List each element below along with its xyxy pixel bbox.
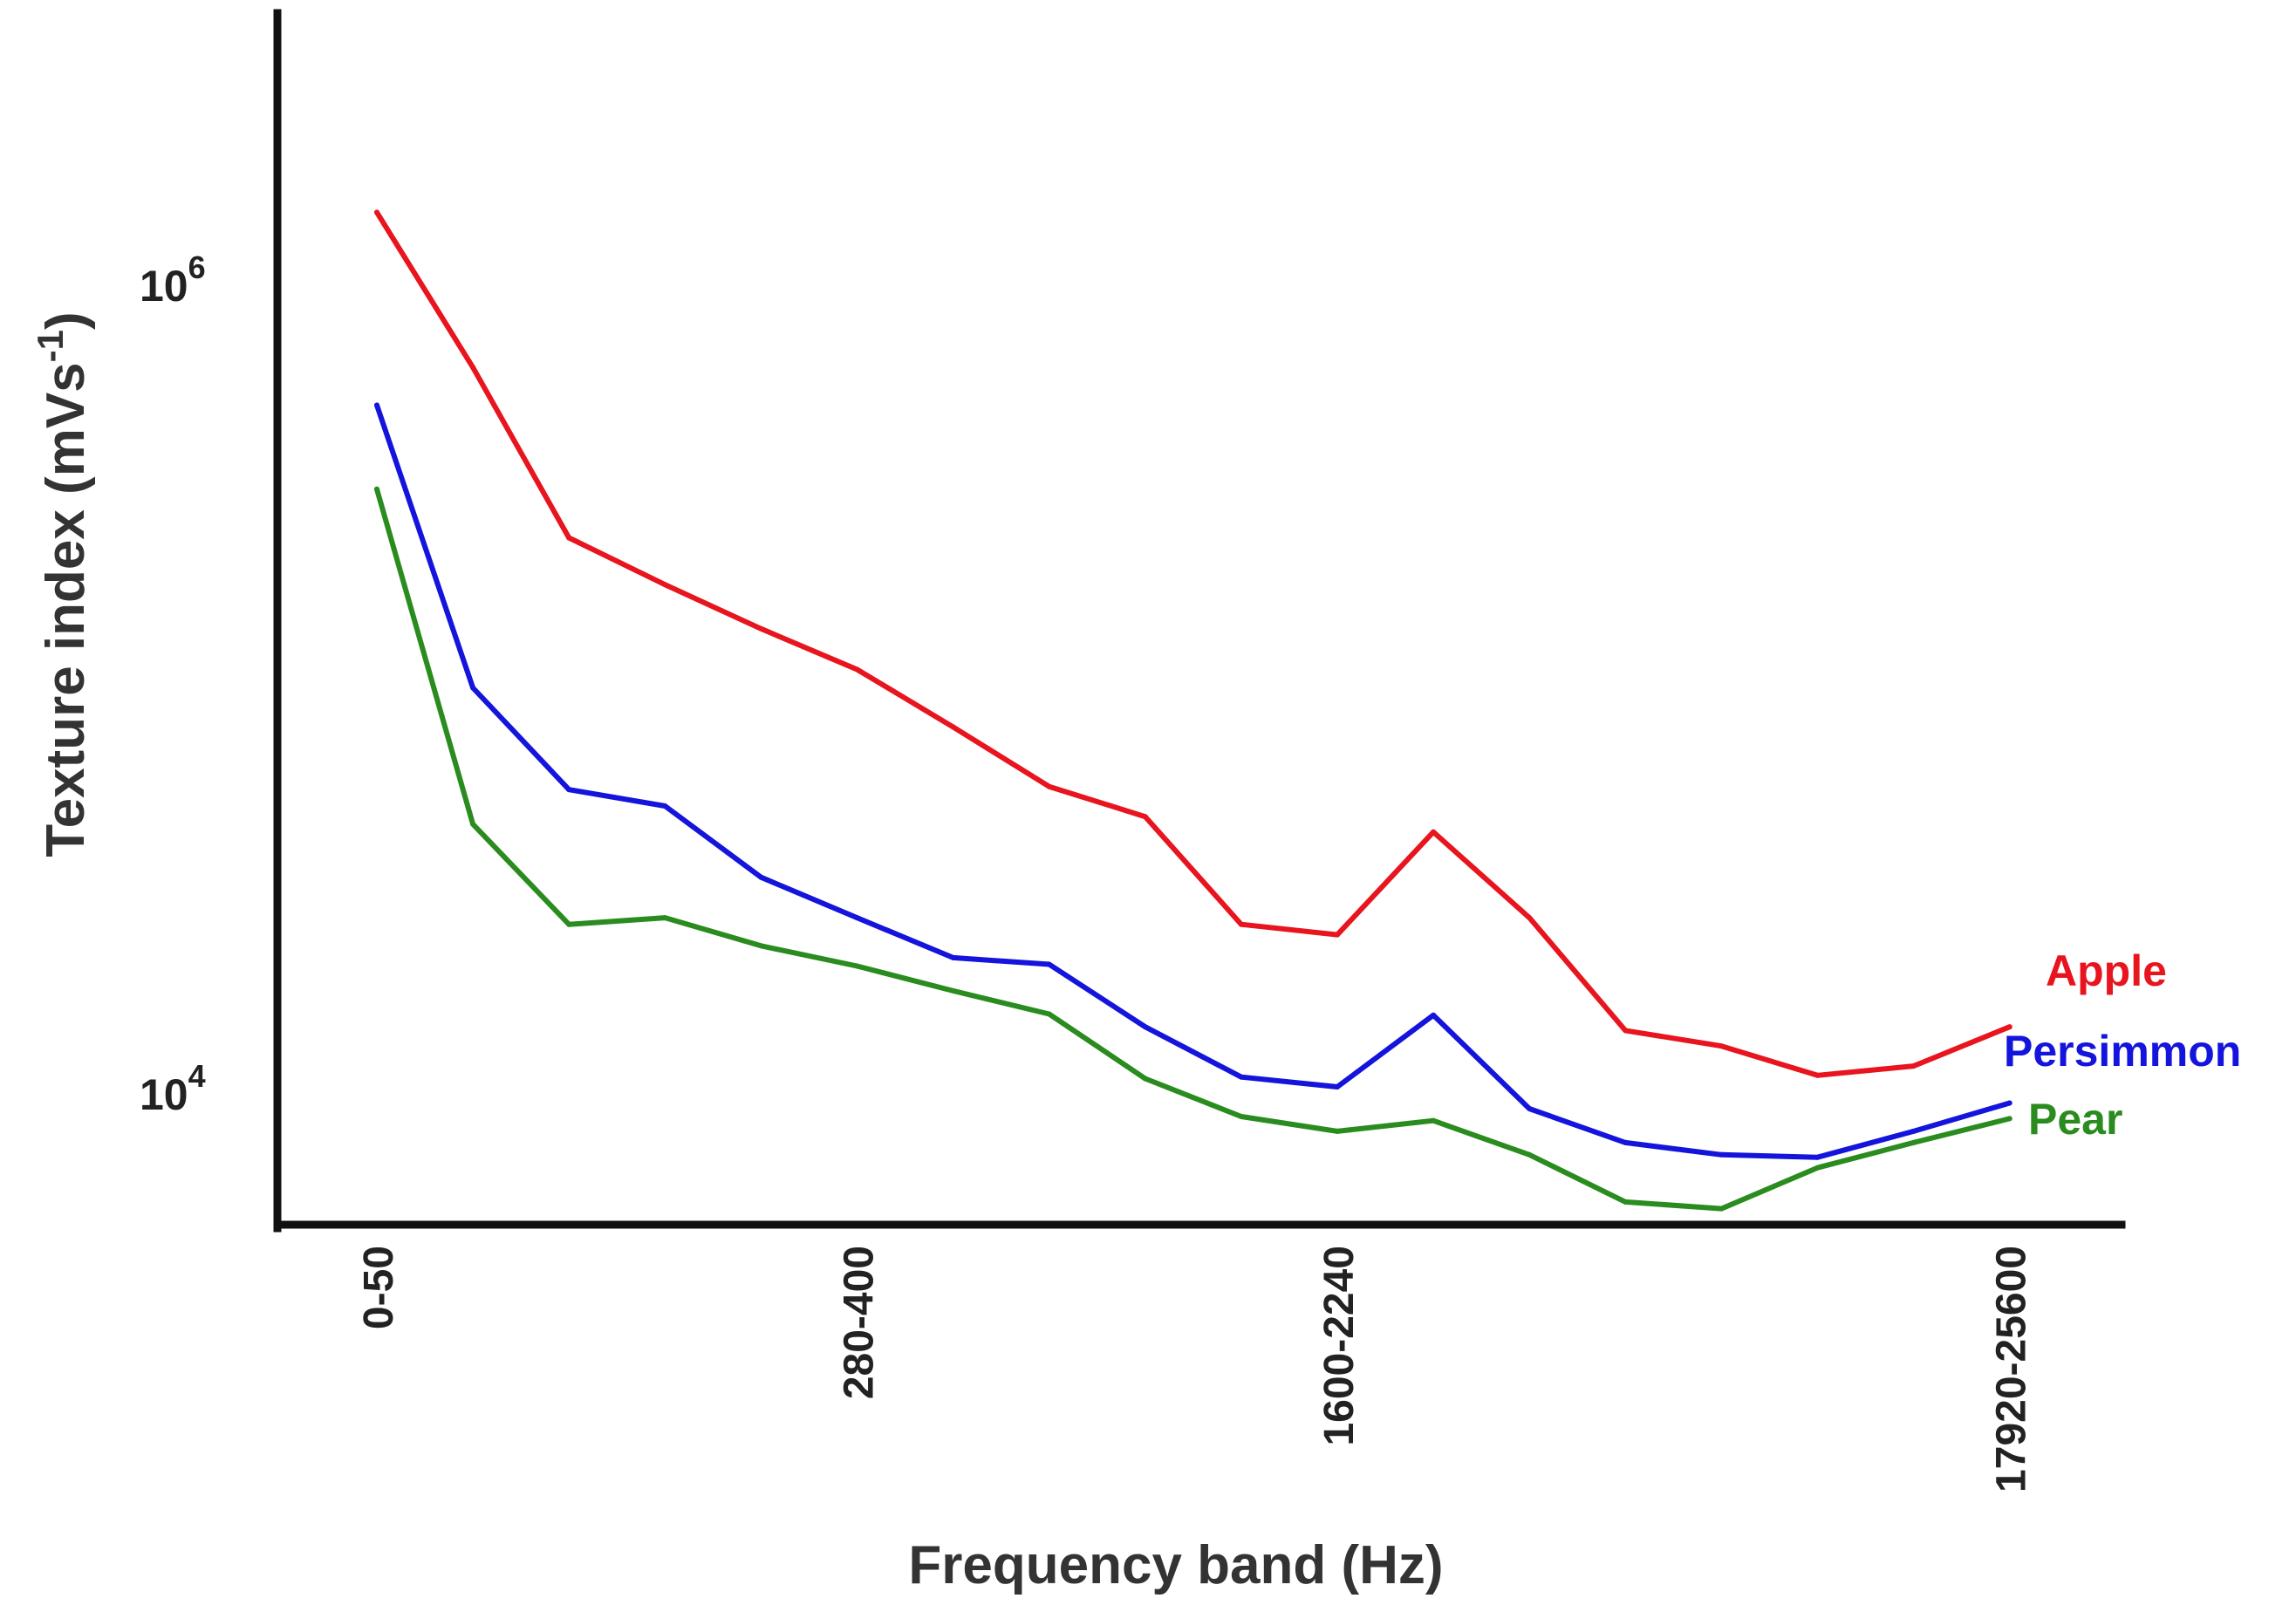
- data-point-apple: [1910, 1063, 1917, 1069]
- data-point-pear: [470, 821, 476, 827]
- data-point-apple: [950, 724, 956, 730]
- data-point-apple: [374, 209, 379, 215]
- x-tick-label: 0-50: [356, 1246, 402, 1329]
- data-point-persimmon: [2006, 1100, 2012, 1106]
- data-point-pear: [1431, 1117, 1437, 1124]
- y-title-main: Texture index (mVs: [36, 362, 96, 857]
- data-point-pear: [662, 915, 668, 921]
- data-point-persimmon: [1238, 1074, 1244, 1080]
- y-tick-base: 10: [140, 262, 188, 311]
- data-point-persimmon: [1719, 1151, 1725, 1158]
- data-point-apple: [662, 582, 668, 588]
- legend-label-persimmon: Persimmon: [2004, 1027, 2241, 1076]
- data-point-persimmon: [854, 915, 860, 921]
- data-point-apple: [854, 666, 860, 673]
- data-point-apple: [2006, 1024, 2012, 1030]
- y-tick-exponent: 6: [188, 249, 206, 285]
- data-point-persimmon: [1142, 1024, 1148, 1030]
- data-point-persimmon: [1431, 1012, 1437, 1018]
- data-point-pear: [1142, 1076, 1148, 1082]
- data-point-pear: [374, 486, 379, 492]
- y-title-close: ): [36, 311, 96, 330]
- data-point-pear: [758, 943, 764, 949]
- data-point-pear: [1335, 1128, 1340, 1134]
- y-axis-title: Texture index (mVs-1): [30, 311, 96, 857]
- x-tick-labels: 0-50 280-400 1600-2240 17920-25600: [356, 1246, 2035, 1492]
- data-point-persimmon: [1046, 961, 1052, 967]
- data-point-pear: [2006, 1116, 2012, 1122]
- data-point-apple: [1623, 1028, 1629, 1034]
- data-point-pear: [566, 921, 572, 927]
- data-point-persimmon: [1623, 1139, 1629, 1145]
- data-point-persimmon: [1910, 1128, 1917, 1134]
- y-title-superscript: -1: [30, 330, 71, 362]
- series-lines: [374, 209, 2012, 1212]
- y-tick-label: 104: [140, 1058, 206, 1119]
- x-axis-title: Frequency band (Hz): [908, 1535, 1443, 1595]
- y-tick-label: 106: [140, 249, 206, 311]
- data-point-persimmon: [1814, 1154, 1821, 1160]
- data-point-persimmon: [758, 874, 764, 880]
- data-point-apple: [1238, 921, 1244, 927]
- data-point-apple: [1431, 829, 1437, 835]
- data-point-pear: [950, 987, 956, 994]
- data-point-apple: [1719, 1043, 1725, 1049]
- data-point-pear: [1046, 1011, 1052, 1017]
- legend: Apple Persimmon Pear: [2004, 946, 2241, 1144]
- data-point-pear: [854, 963, 860, 969]
- legend-label-apple: Apple: [2046, 946, 2167, 995]
- data-point-apple: [566, 535, 572, 541]
- data-point-apple: [1142, 814, 1148, 820]
- data-point-persimmon: [1527, 1106, 1533, 1111]
- data-point-apple: [1046, 783, 1052, 789]
- x-tick-label: 280-400: [837, 1246, 883, 1399]
- data-point-pear: [1238, 1114, 1244, 1119]
- x-tick-label: 17920-25600: [1989, 1246, 2035, 1492]
- series-line-apple: [374, 209, 2012, 1078]
- data-point-pear: [1719, 1206, 1725, 1212]
- data-point-persimmon: [566, 787, 572, 793]
- data-point-apple: [470, 365, 476, 371]
- series-line-persimmon: [374, 402, 2012, 1160]
- data-point-apple: [758, 625, 764, 632]
- data-point-apple: [1527, 915, 1533, 921]
- data-point-persimmon: [662, 803, 668, 809]
- data-point-apple: [1335, 932, 1340, 938]
- data-point-pear: [1910, 1139, 1917, 1145]
- data-point-persimmon: [470, 685, 476, 691]
- legend-label-pear: Pear: [2028, 1095, 2122, 1144]
- data-point-pear: [1623, 1199, 1629, 1205]
- data-point-persimmon: [950, 954, 956, 960]
- data-point-pear: [1814, 1165, 1821, 1171]
- data-point-persimmon: [1335, 1084, 1340, 1089]
- y-tick-base: 10: [140, 1070, 188, 1119]
- series-line-pear: [374, 486, 2012, 1212]
- data-point-pear: [1527, 1151, 1533, 1158]
- data-point-apple: [1814, 1072, 1821, 1078]
- x-tick-label: 1600-2240: [1316, 1246, 1363, 1446]
- data-point-persimmon: [374, 402, 379, 408]
- y-tick-exponent: 4: [188, 1058, 206, 1094]
